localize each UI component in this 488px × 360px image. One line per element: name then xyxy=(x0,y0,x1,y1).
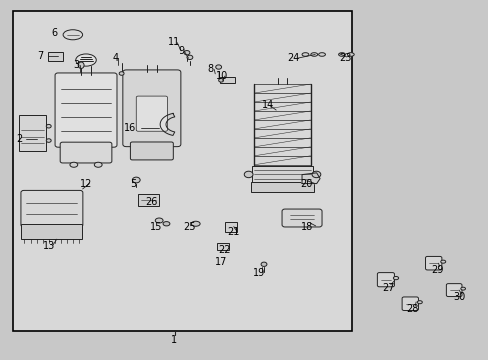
Text: 16: 16 xyxy=(124,123,136,133)
Text: 14: 14 xyxy=(261,100,273,110)
Ellipse shape xyxy=(155,218,163,223)
Text: 13: 13 xyxy=(43,241,56,251)
Text: 24: 24 xyxy=(286,53,299,63)
Text: 8: 8 xyxy=(207,64,213,74)
Ellipse shape xyxy=(76,54,96,66)
FancyBboxPatch shape xyxy=(130,142,173,160)
Text: 17: 17 xyxy=(214,257,227,267)
Ellipse shape xyxy=(186,55,192,59)
Bar xyxy=(250,181,314,192)
Bar xyxy=(217,243,228,249)
Ellipse shape xyxy=(215,65,221,69)
Text: 9: 9 xyxy=(178,46,184,56)
Text: 27: 27 xyxy=(381,283,394,293)
Ellipse shape xyxy=(132,177,140,183)
Ellipse shape xyxy=(183,50,189,55)
Text: 5: 5 xyxy=(130,179,136,189)
Text: 11: 11 xyxy=(167,37,180,47)
FancyBboxPatch shape xyxy=(377,273,394,287)
Text: 10: 10 xyxy=(216,71,228,81)
Text: 12: 12 xyxy=(80,179,92,189)
Ellipse shape xyxy=(46,139,51,142)
Text: 28: 28 xyxy=(406,304,418,314)
Ellipse shape xyxy=(318,53,325,56)
Text: 22: 22 xyxy=(218,245,231,255)
Ellipse shape xyxy=(261,262,266,266)
Text: 15: 15 xyxy=(149,222,162,231)
Bar xyxy=(21,224,82,239)
Ellipse shape xyxy=(311,171,320,178)
Ellipse shape xyxy=(310,53,317,56)
Text: 20: 20 xyxy=(300,179,312,189)
Polygon shape xyxy=(160,113,174,135)
Text: 7: 7 xyxy=(37,51,43,61)
Text: 23: 23 xyxy=(339,53,351,63)
Ellipse shape xyxy=(218,78,223,82)
FancyBboxPatch shape xyxy=(21,190,82,227)
Text: 21: 21 xyxy=(227,227,240,237)
FancyBboxPatch shape xyxy=(55,73,117,147)
Polygon shape xyxy=(302,173,320,184)
Ellipse shape xyxy=(163,222,169,226)
Bar xyxy=(220,77,234,83)
Text: 29: 29 xyxy=(430,265,443,275)
FancyBboxPatch shape xyxy=(401,297,418,310)
Bar xyxy=(48,52,62,60)
Ellipse shape xyxy=(63,30,82,40)
FancyBboxPatch shape xyxy=(60,142,112,163)
Text: 3: 3 xyxy=(73,59,79,69)
Text: 4: 4 xyxy=(112,53,118,63)
Ellipse shape xyxy=(94,162,102,167)
Bar xyxy=(19,116,46,151)
Text: 18: 18 xyxy=(300,222,312,231)
Text: 6: 6 xyxy=(51,28,57,38)
Bar xyxy=(224,222,236,232)
Bar xyxy=(138,194,159,206)
FancyBboxPatch shape xyxy=(425,256,441,270)
FancyBboxPatch shape xyxy=(282,209,322,227)
Ellipse shape xyxy=(392,276,398,280)
FancyBboxPatch shape xyxy=(136,96,167,131)
FancyBboxPatch shape xyxy=(446,284,461,297)
Text: 2: 2 xyxy=(16,134,22,144)
Bar xyxy=(13,12,351,330)
Ellipse shape xyxy=(70,162,78,167)
Ellipse shape xyxy=(440,260,445,263)
Ellipse shape xyxy=(78,62,84,68)
Bar xyxy=(251,166,312,183)
Ellipse shape xyxy=(302,53,308,56)
Text: 30: 30 xyxy=(452,292,464,302)
Text: 19: 19 xyxy=(252,268,264,278)
Text: 1: 1 xyxy=(170,334,177,345)
Text: 25: 25 xyxy=(183,222,196,231)
FancyBboxPatch shape xyxy=(122,70,181,147)
Ellipse shape xyxy=(416,301,422,304)
Text: 26: 26 xyxy=(145,197,158,207)
Ellipse shape xyxy=(46,125,51,128)
Ellipse shape xyxy=(460,287,465,290)
Ellipse shape xyxy=(244,171,252,178)
Ellipse shape xyxy=(191,221,200,226)
Ellipse shape xyxy=(119,72,124,75)
Ellipse shape xyxy=(346,53,353,56)
Ellipse shape xyxy=(338,53,345,56)
